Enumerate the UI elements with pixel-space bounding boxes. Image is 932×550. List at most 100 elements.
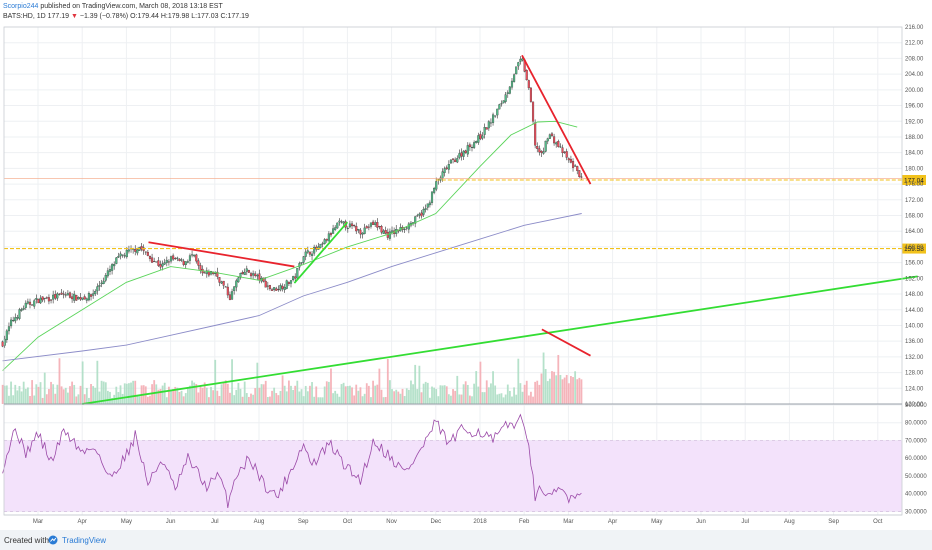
volume-bar xyxy=(243,381,246,404)
candle-body xyxy=(41,296,44,301)
trendline[interactable] xyxy=(293,221,349,284)
candle-body xyxy=(262,277,265,282)
candle-body xyxy=(527,80,530,89)
candle-body xyxy=(388,231,391,239)
volume-bar xyxy=(12,395,15,404)
published-text: published on TradingView.com, March 08, … xyxy=(40,3,223,10)
candle-body xyxy=(504,94,507,102)
candle-body xyxy=(178,258,181,262)
author-link[interactable]: Scorpio244 xyxy=(3,3,39,10)
volume-bar xyxy=(214,359,217,404)
volume-bar xyxy=(201,387,204,404)
trendline[interactable] xyxy=(521,54,592,185)
candle-body xyxy=(94,291,97,295)
volume-bar xyxy=(498,393,501,404)
volume-bar xyxy=(281,375,284,404)
volume-bar xyxy=(193,382,196,404)
volume-bar xyxy=(94,387,97,404)
candle-body xyxy=(127,249,130,252)
candle-body xyxy=(174,258,177,260)
volume-bar xyxy=(75,396,78,404)
symbol-label: BATS:HD, 1D xyxy=(3,13,46,20)
tradingview-brand-link[interactable]: TradingView xyxy=(62,536,107,545)
volume-bar xyxy=(258,387,261,404)
volume-bar xyxy=(102,381,105,404)
volume-bar xyxy=(235,389,238,404)
candle-body xyxy=(77,297,80,300)
volume-bar xyxy=(382,397,385,404)
rsi-line xyxy=(2,413,582,508)
volume-bar xyxy=(132,380,135,404)
trendline[interactable] xyxy=(541,328,591,357)
y-tick-label: 144.00 xyxy=(905,308,924,314)
trendline[interactable] xyxy=(82,275,918,405)
volume-bar xyxy=(473,383,476,404)
candle-body xyxy=(117,256,120,258)
candle-body xyxy=(536,146,539,149)
candle-body xyxy=(338,220,341,223)
candle-body xyxy=(430,191,434,203)
candle-body xyxy=(454,159,457,163)
candle-body xyxy=(43,297,46,299)
candle-body xyxy=(359,229,362,235)
candle-body xyxy=(334,227,337,230)
volume-bar xyxy=(203,382,206,404)
volume-bar xyxy=(332,393,334,404)
volume-bar xyxy=(340,384,343,404)
volume-bar xyxy=(292,389,294,404)
volume-bar xyxy=(218,395,221,404)
volume-bar xyxy=(403,396,406,404)
x-tick-label: Jul xyxy=(741,519,749,525)
candle-body xyxy=(281,285,284,289)
candle-body xyxy=(182,260,185,265)
volume-bar xyxy=(380,389,383,404)
candle-body xyxy=(369,222,373,227)
volume-bar xyxy=(456,375,459,404)
volume-bar xyxy=(418,365,421,404)
candle-body xyxy=(449,159,453,164)
price-tag-label: 177.04 xyxy=(904,177,924,184)
volume-bar xyxy=(52,384,55,404)
volume-bar xyxy=(180,390,183,404)
y-tick-label: 196.00 xyxy=(905,104,924,110)
volume-bar xyxy=(578,377,581,404)
volume-bar xyxy=(384,397,387,404)
volume-bar xyxy=(20,391,23,404)
volume-bar xyxy=(334,390,337,404)
candle-body xyxy=(115,257,118,264)
candle-body xyxy=(500,103,503,105)
candle-body xyxy=(441,171,444,179)
candle-body xyxy=(481,135,484,139)
price-tag-label: 159.58 xyxy=(904,246,924,253)
candle-body xyxy=(28,301,32,305)
trendline[interactable] xyxy=(148,241,295,268)
candle-body xyxy=(33,300,36,307)
candle-body xyxy=(332,228,335,234)
candle-body xyxy=(62,293,65,295)
candle-body xyxy=(452,158,455,160)
volume-bar xyxy=(426,382,429,404)
volume-bar xyxy=(420,392,423,404)
y-tick-label: 160.00 xyxy=(905,245,924,251)
volume-bar xyxy=(157,389,160,404)
volume-bar xyxy=(359,387,362,404)
volume-bar xyxy=(443,385,446,404)
candle-body xyxy=(350,223,354,227)
candle-body xyxy=(508,86,511,94)
volume-bar xyxy=(519,383,522,404)
x-tick-label: Mar xyxy=(563,519,573,525)
volume-bar xyxy=(353,395,356,404)
volume-bar xyxy=(18,386,21,404)
candle-body xyxy=(580,176,583,178)
candle-body xyxy=(559,146,562,148)
candle-body xyxy=(277,289,280,290)
volume-bar xyxy=(424,381,427,404)
volume-bar xyxy=(106,390,109,404)
candle-body xyxy=(256,274,259,277)
volume-bar xyxy=(273,387,276,404)
candle-body xyxy=(420,212,423,217)
volume-bar xyxy=(165,397,168,404)
volume-bar xyxy=(506,384,509,404)
candle-body xyxy=(89,294,93,297)
